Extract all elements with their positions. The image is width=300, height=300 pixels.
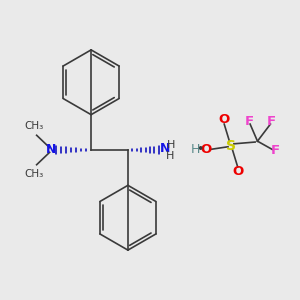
Text: H: H	[166, 151, 174, 161]
Text: O: O	[200, 143, 211, 157]
Text: F: F	[271, 144, 280, 157]
Text: H: H	[190, 142, 200, 156]
Text: O: O	[233, 165, 244, 178]
Text: CH₃: CH₃	[24, 169, 43, 178]
Text: H: H	[167, 140, 176, 150]
Text: •: •	[196, 143, 204, 156]
Text: F: F	[245, 115, 254, 128]
Text: N: N	[160, 142, 170, 155]
Text: N: N	[46, 143, 56, 157]
Text: O: O	[218, 113, 229, 127]
Text: S: S	[226, 139, 236, 153]
Text: CH₃: CH₃	[24, 122, 43, 131]
Text: F: F	[267, 115, 276, 128]
